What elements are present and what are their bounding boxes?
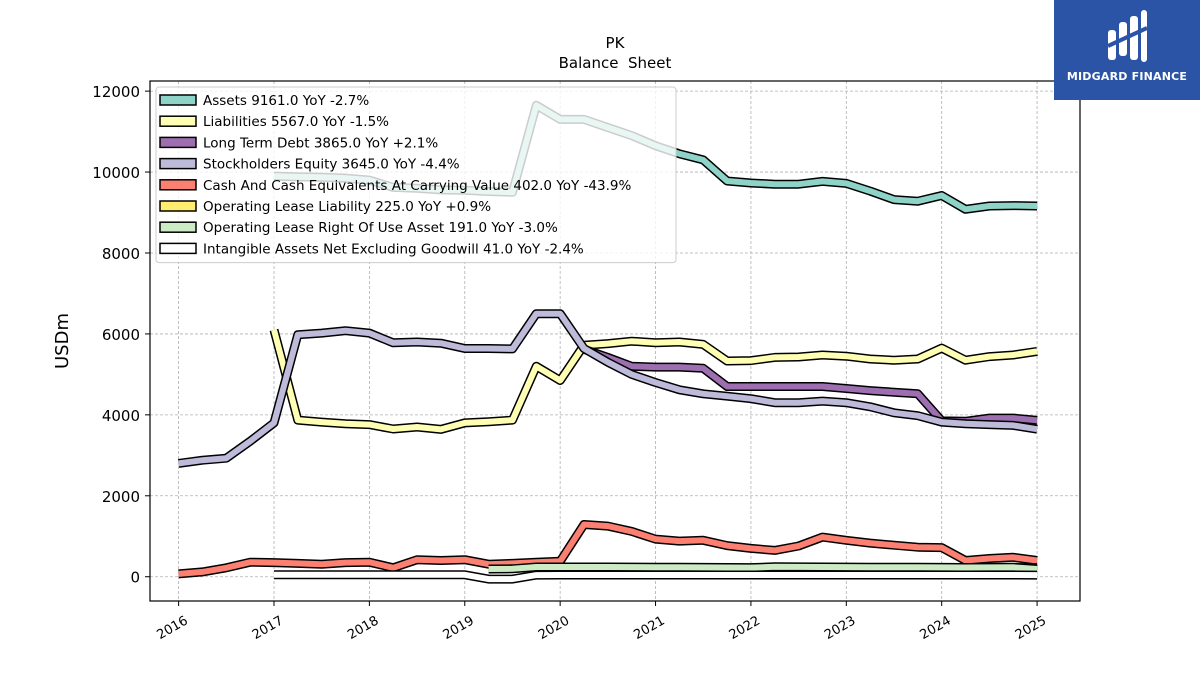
y-tick-label: 0 <box>130 569 140 587</box>
series-line-stockholders-equity <box>178 310 1038 467</box>
series-line-liabilities <box>271 329 1038 433</box>
legend-entry: Long Term Debt 3865.0 YoY +2.1% <box>203 135 438 151</box>
legend-swatch <box>159 200 197 212</box>
legend-entry: Operating Lease Liability 225.0 YoY +0.9… <box>203 199 491 215</box>
x-tick-label: 2024 <box>918 613 954 643</box>
legend-entry: Cash And Cash Equivalents At Carrying Va… <box>203 178 631 194</box>
y-tick-label: 12000 <box>92 83 140 101</box>
y-tick-label: 6000 <box>102 326 140 344</box>
x-tick-label: 2016 <box>154 613 190 643</box>
legend-swatch <box>159 242 197 255</box>
x-tick-label: 2025 <box>1013 613 1049 643</box>
logo-mark-icon <box>1107 10 1148 62</box>
x-tick-label: 2018 <box>345 613 381 643</box>
y-tick-label: 2000 <box>102 488 140 506</box>
y-axis-label: USDm <box>52 313 73 369</box>
x-tick-label: 2023 <box>822 613 858 643</box>
y-tick-label: 4000 <box>102 407 140 425</box>
x-tick-label: 2022 <box>727 613 763 643</box>
chart-subtitle: Balance Sheet <box>559 54 672 72</box>
legend-entry: Operating Lease Right Of Use Asset 191.0… <box>203 220 558 236</box>
legend-swatch <box>159 94 197 106</box>
logo-text: MIDGARD FINANCE <box>1066 70 1188 83</box>
legend-entry: Assets 9161.0 YoY -2.7% <box>203 93 369 109</box>
legend-swatch <box>159 115 197 127</box>
x-tick-label: 2017 <box>250 613 286 643</box>
series-line-operating-lease-right-of-use-asset <box>488 563 1038 572</box>
legend-swatch <box>159 157 197 170</box>
legend-entry: Liabilities 5567.0 YoY -1.5% <box>203 114 389 130</box>
plot-frame <box>149 80 1081 602</box>
series-line-cash-and-cash-equivalents-at-carrying-value <box>178 521 1038 577</box>
chart-title: PK <box>606 34 626 52</box>
series-line-intangible-assets-net-excluding-goodwill <box>274 571 1038 583</box>
legend-swatch <box>159 136 197 149</box>
x-tick-label: 2020 <box>536 613 572 643</box>
y-tick-label: 8000 <box>102 245 140 263</box>
legend-entry: Intangible Assets Net Excluding Goodwill… <box>203 241 584 257</box>
legend-swatch <box>159 221 197 233</box>
x-tick-label: 2019 <box>441 613 477 643</box>
y-tick-label: 10000 <box>92 164 140 182</box>
midgard-finance-logo: MIDGARD FINANCE <box>1054 0 1200 100</box>
legend-entry: Stockholders Equity 3645.0 YoY -4.4% <box>203 157 460 173</box>
x-tick-label: 2021 <box>631 613 667 643</box>
legend-box <box>155 86 677 264</box>
legend-swatch <box>159 179 197 191</box>
legend: Assets 9161.0 YoY -2.7% Liabilities 5567.… <box>155 86 677 264</box>
